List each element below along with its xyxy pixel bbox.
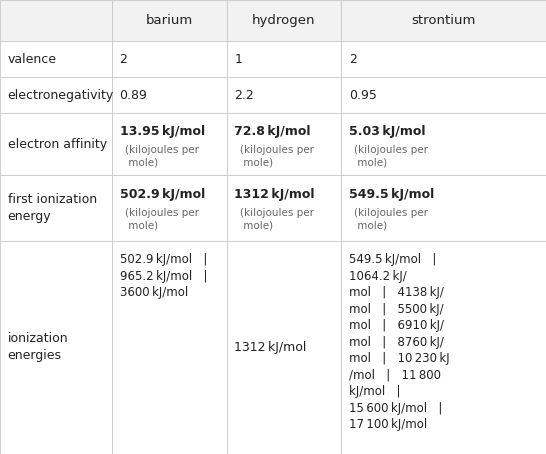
Bar [341,241,546,454]
Bar [341,77,546,114]
Text: 2.2: 2.2 [234,89,254,102]
Bar [341,175,546,241]
Bar [227,41,341,77]
Bar [227,175,341,241]
Bar [0,77,112,114]
Bar [112,77,227,114]
Bar [227,77,341,114]
Bar [0,0,112,41]
Text: electronegativity: electronegativity [8,89,114,102]
Text: (kilojoules per
 mole): (kilojoules per mole) [240,208,314,231]
Text: 5.03 kJ/mol: 5.03 kJ/mol [349,125,425,138]
Bar [0,175,112,241]
Bar [341,114,546,175]
Text: 13.95 kJ/mol: 13.95 kJ/mol [120,125,205,138]
Text: (kilojoules per
 mole): (kilojoules per mole) [354,145,429,167]
Text: hydrogen: hydrogen [252,14,316,27]
Text: 2: 2 [349,53,357,65]
Bar [112,114,227,175]
Bar [0,41,112,77]
Text: 1312 kJ/mol: 1312 kJ/mol [234,341,307,354]
Bar [341,0,546,41]
Bar [227,241,341,454]
Text: 502.9 kJ/mol: 502.9 kJ/mol [120,188,205,201]
Bar [227,114,341,175]
Bar [341,41,546,77]
Text: electron affinity: electron affinity [8,138,107,151]
Text: 549.5 kJ/mol: 549.5 kJ/mol [349,188,434,201]
Text: (kilojoules per
 mole): (kilojoules per mole) [240,145,314,167]
Bar [0,241,112,454]
Text: 1: 1 [234,53,242,65]
Text: 0.89: 0.89 [120,89,147,102]
Text: 1312 kJ/mol: 1312 kJ/mol [234,188,314,201]
Text: (kilojoules per
 mole): (kilojoules per mole) [125,208,199,231]
Text: strontium: strontium [412,14,476,27]
Text: (kilojoules per
 mole): (kilojoules per mole) [354,208,429,231]
Text: 549.5 kJ/mol   |
1064.2 kJ/
mol   |   4138 kJ/
mol   |   5500 kJ/
mol   |   6910: 549.5 kJ/mol | 1064.2 kJ/ mol | 4138 kJ/… [349,253,449,431]
Text: 2: 2 [120,53,127,65]
Bar [0,114,112,175]
Text: 72.8 kJ/mol: 72.8 kJ/mol [234,125,311,138]
Bar [112,175,227,241]
Text: 502.9 kJ/mol   |
965.2 kJ/mol   |
3600 kJ/mol: 502.9 kJ/mol | 965.2 kJ/mol | 3600 kJ/mo… [120,253,207,300]
Bar [112,0,227,41]
Bar [112,41,227,77]
Text: first ionization
energy: first ionization energy [8,192,97,223]
Bar [112,241,227,454]
Text: valence: valence [8,53,57,65]
Bar [227,0,341,41]
Text: ionization
energies: ionization energies [8,332,68,362]
Text: (kilojoules per
 mole): (kilojoules per mole) [125,145,199,167]
Text: barium: barium [146,14,193,27]
Text: 0.95: 0.95 [349,89,377,102]
